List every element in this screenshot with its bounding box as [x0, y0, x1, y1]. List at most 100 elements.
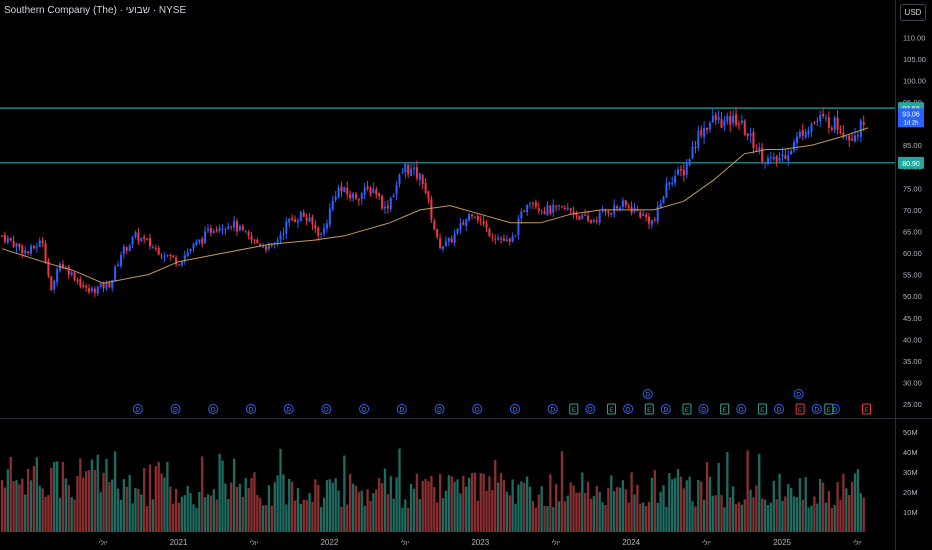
dividend-marker[interactable]: D: [359, 404, 370, 414]
candle-body: [212, 231, 215, 234]
candle-body: [769, 157, 772, 159]
dividend-marker-circle: [509, 404, 520, 414]
dividend-marker[interactable]: D: [660, 404, 671, 414]
earnings-marker[interactable]: E: [607, 403, 617, 415]
dividend-marker[interactable]: D: [245, 404, 256, 414]
dividend-marker-circle: [472, 404, 483, 414]
dividend-marker[interactable]: D: [132, 404, 143, 414]
candle-body: [848, 135, 851, 141]
earnings-marker[interactable]: E: [569, 403, 579, 415]
candle-body: [412, 167, 416, 170]
volume-bar: [859, 493, 862, 532]
volume-bar: [256, 495, 259, 532]
dividend-marker[interactable]: D: [396, 404, 407, 414]
currency-button[interactable]: USD: [900, 4, 926, 21]
dividend-marker-circle: [434, 404, 445, 414]
candle-body: [787, 155, 790, 161]
dividend-marker-circle: [321, 404, 332, 414]
dividend-marker[interactable]: D: [736, 404, 747, 414]
dividend-marker-label: D: [475, 407, 480, 414]
volume-tick-label: 40M: [903, 448, 918, 457]
dividend-marker[interactable]: D: [283, 404, 294, 414]
price-axis: 110.00105.00100.0095.0090.0085.0080.0075…: [903, 33, 926, 409]
price-tick-label: 70.00: [903, 206, 922, 215]
candle-body: [465, 219, 468, 227]
volume-bar: [50, 467, 53, 532]
candle-body: [352, 193, 355, 199]
candle-body: [497, 237, 500, 240]
candle-body: [671, 183, 674, 185]
candle-body: [584, 214, 587, 216]
candle-body: [93, 288, 96, 293]
candle-body: [549, 205, 552, 214]
candle-body: [546, 204, 549, 216]
dividend-marker[interactable]: D: [811, 404, 822, 414]
dividend-marker[interactable]: D: [698, 404, 709, 414]
dividend-marker[interactable]: D: [623, 404, 634, 414]
candle-body: [311, 217, 314, 225]
candle-body: [441, 246, 445, 249]
candle-body: [230, 226, 233, 228]
earnings-marker[interactable]: E: [644, 403, 654, 415]
earnings-marker-box: [607, 403, 617, 415]
price-tick-label: 110.00: [903, 33, 925, 42]
dividend-marker[interactable]: D: [585, 404, 596, 414]
dividend-marker[interactable]: D: [434, 404, 445, 414]
price-tick-label: 35.00: [903, 357, 922, 366]
volume-bar: [238, 483, 242, 532]
volume-bar: [653, 470, 656, 532]
candle-body: [706, 127, 709, 130]
volume-bar: [44, 496, 47, 532]
candle-body: [482, 221, 485, 224]
volume-bar: [633, 494, 636, 532]
candle-body: [154, 247, 157, 249]
earnings-marker-box: [644, 403, 654, 415]
volume-bar: [180, 496, 184, 532]
candle-body: [732, 115, 735, 124]
earnings-marker[interactable]: E: [795, 403, 805, 415]
volume-bar: [140, 494, 143, 532]
candle-body: [189, 249, 192, 252]
dividend-marker[interactable]: D: [642, 389, 653, 399]
price-tick-label: 25.00: [903, 400, 922, 409]
earnings-marker[interactable]: E: [861, 403, 871, 415]
candle-body: [839, 131, 842, 134]
volume-bar: [676, 469, 680, 532]
volume-bar: [566, 495, 569, 532]
volume-bar: [372, 492, 375, 532]
earnings-marker[interactable]: E: [824, 403, 834, 415]
earnings-marker[interactable]: E: [720, 403, 730, 415]
candle-body: [404, 163, 407, 173]
dividend-marker[interactable]: D: [472, 404, 483, 414]
candle-body: [172, 255, 175, 257]
volume-bar: [534, 507, 538, 532]
dividend-marker[interactable]: D: [547, 404, 558, 414]
dividend-marker-label: D: [362, 407, 367, 414]
candle-body: [134, 232, 137, 237]
candle-body: [790, 150, 793, 155]
volume-bar: [26, 468, 30, 532]
candle-body: [453, 233, 456, 243]
volume-bar: [494, 460, 497, 532]
earnings-marker[interactable]: E: [682, 403, 692, 415]
candle-body: [523, 210, 526, 212]
candle-body: [743, 120, 746, 136]
earnings-marker[interactable]: E: [757, 403, 767, 415]
candle-body: [357, 199, 360, 201]
price-tick-label: 30.00: [903, 378, 922, 387]
volume-bar: [807, 507, 810, 532]
dividend-marker[interactable]: D: [170, 404, 181, 414]
candle-body: [581, 214, 584, 220]
dividend-marker[interactable]: D: [773, 404, 784, 414]
candle-body: [627, 206, 630, 208]
dividend-marker[interactable]: D: [321, 404, 332, 414]
price-tick-label: 50.00: [903, 292, 922, 301]
volume-bar: [53, 461, 56, 532]
dividend-marker[interactable]: D: [793, 389, 804, 399]
volume-bar: [827, 491, 831, 532]
volume-bar: [453, 481, 456, 532]
dividend-marker[interactable]: D: [509, 404, 520, 414]
volume-bar: [241, 496, 244, 532]
dividend-marker[interactable]: D: [208, 404, 219, 414]
